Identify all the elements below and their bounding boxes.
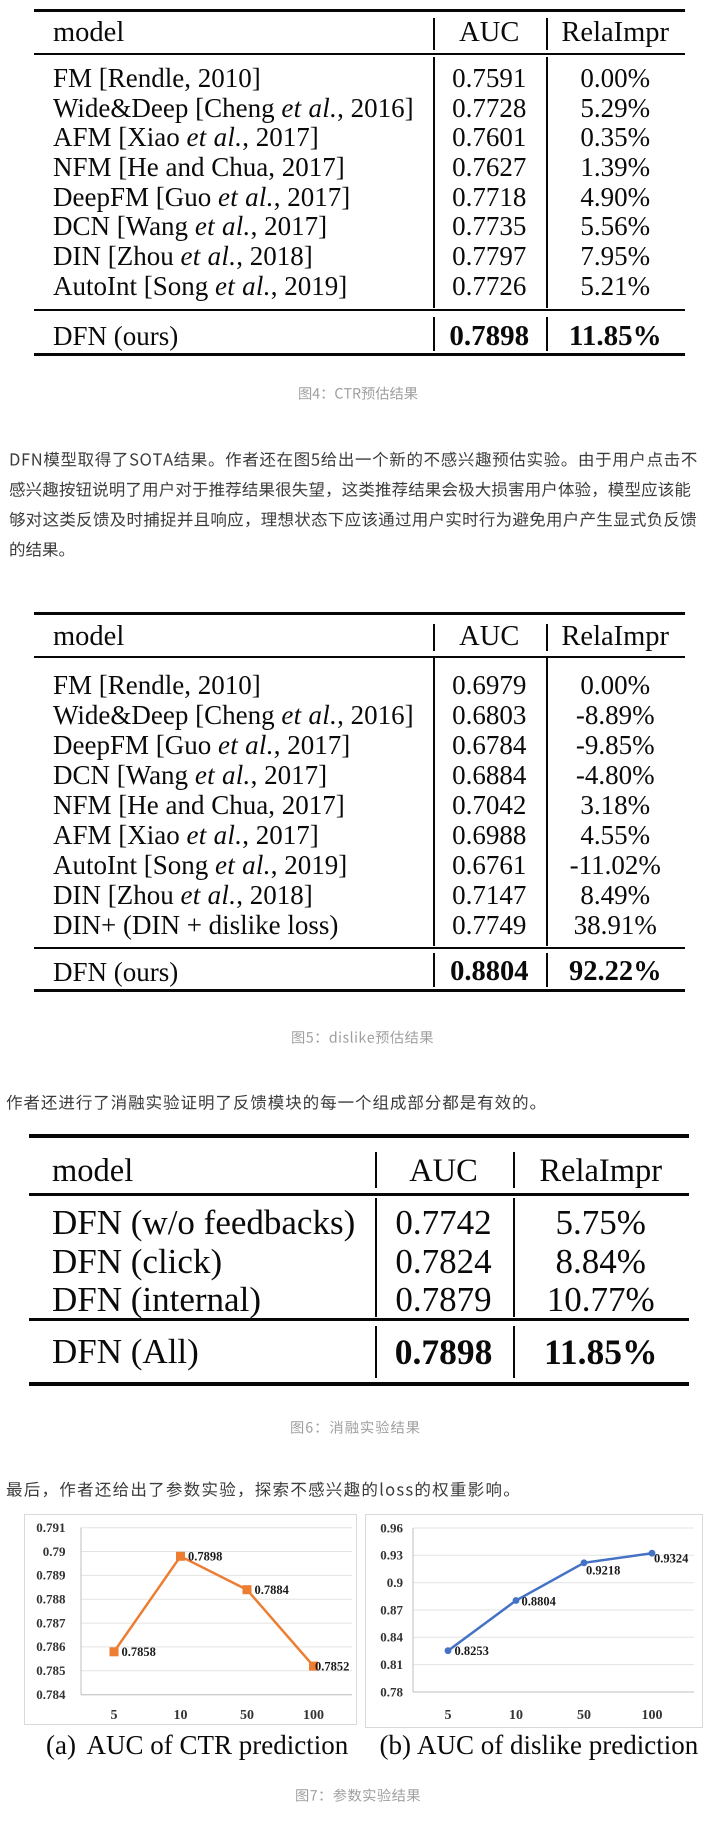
svg-text:50: 50 bbox=[240, 1708, 254, 1723]
svg-text:0.81: 0.81 bbox=[380, 1657, 403, 1672]
svg-text:0.87: 0.87 bbox=[380, 1602, 403, 1617]
svg-text:0.787: 0.787 bbox=[36, 1615, 66, 1630]
svg-text:5: 5 bbox=[445, 1708, 452, 1723]
svg-text:0.93: 0.93 bbox=[380, 1548, 403, 1563]
svg-text:50: 50 bbox=[577, 1708, 591, 1723]
svg-text:0.7852: 0.7852 bbox=[315, 1659, 349, 1673]
svg-text:0.9324: 0.9324 bbox=[654, 1551, 689, 1565]
svg-text:10: 10 bbox=[509, 1708, 523, 1723]
svg-text:0.786: 0.786 bbox=[36, 1639, 66, 1654]
svg-text:0.789: 0.789 bbox=[36, 1568, 66, 1583]
svg-text:10: 10 bbox=[174, 1708, 188, 1723]
svg-text:0.784: 0.784 bbox=[36, 1687, 66, 1702]
svg-text:0.9218: 0.9218 bbox=[586, 1564, 620, 1578]
svg-text:0.7884: 0.7884 bbox=[255, 1583, 290, 1597]
svg-text:5: 5 bbox=[111, 1708, 118, 1723]
svg-text:0.791: 0.791 bbox=[36, 1520, 65, 1535]
svg-text:0.785: 0.785 bbox=[36, 1663, 66, 1678]
svg-text:0.788: 0.788 bbox=[36, 1592, 66, 1607]
svg-text:100: 100 bbox=[303, 1708, 324, 1723]
svg-text:100: 100 bbox=[642, 1708, 663, 1723]
svg-text:0.7858: 0.7858 bbox=[122, 1645, 156, 1659]
svg-text:0.8253: 0.8253 bbox=[455, 1644, 489, 1658]
svg-text:0.78: 0.78 bbox=[380, 1684, 403, 1699]
svg-text:0.84: 0.84 bbox=[380, 1630, 403, 1645]
svg-text:0.9: 0.9 bbox=[387, 1575, 404, 1590]
svg-text:0.8804: 0.8804 bbox=[522, 1594, 557, 1608]
svg-text:0.79: 0.79 bbox=[43, 1544, 66, 1559]
svg-text:0.7898: 0.7898 bbox=[188, 1550, 222, 1564]
svg-text:0.96: 0.96 bbox=[380, 1520, 403, 1535]
